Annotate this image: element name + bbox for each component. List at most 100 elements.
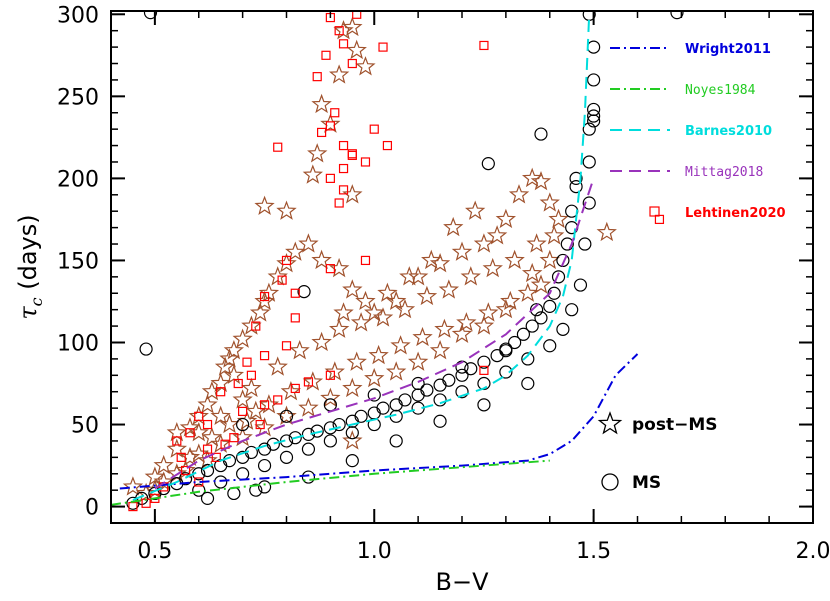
square-point: [202, 419, 213, 430]
circle-point: [481, 157, 495, 171]
legend-label-wright2011: Wright2011: [685, 42, 771, 57]
y-tick-label: 200: [57, 167, 99, 192]
square-point: [281, 341, 292, 351]
star-point: [179, 446, 201, 466]
star-point: [364, 302, 385, 322]
circle-point: [433, 378, 447, 392]
star-point: [311, 249, 332, 270]
circle-point: [236, 467, 250, 481]
legend: Wright2011 Noyes1984 Barnes2010 Mittag2018 L…: [597, 42, 786, 493]
square-point: [233, 378, 243, 389]
x-tick-label: 1.5: [576, 539, 611, 564]
star-point: [385, 361, 407, 381]
circle-point: [433, 414, 447, 428]
line-barnes2010: [132, 14, 591, 501]
star-point: [473, 233, 495, 253]
star-point: [320, 387, 341, 407]
circle-point: [139, 342, 153, 356]
circle-point: [490, 349, 504, 363]
square-point: [325, 121, 335, 131]
circle-point: [534, 127, 548, 141]
y-axis-title: τc (days): [14, 214, 46, 319]
square-point: [378, 42, 388, 52]
square-point: [251, 321, 261, 331]
star-point: [254, 195, 275, 215]
star-point: [521, 167, 543, 188]
star-point: [298, 397, 319, 417]
star-point: [478, 302, 499, 322]
square-point: [303, 377, 314, 387]
legend-label-lehtinen2020: Lehtinen2020: [685, 206, 786, 221]
star-point: [539, 192, 560, 212]
star-point: [254, 417, 275, 437]
star-point: [179, 417, 201, 437]
circle-point: [582, 196, 596, 210]
circle-point: [543, 339, 557, 353]
legend-label-noyes1984: Noyes1984: [685, 83, 756, 98]
star-point: [280, 380, 301, 401]
y-tick-label: 300: [57, 3, 99, 28]
square-point: [273, 142, 283, 152]
star-point: [219, 413, 240, 434]
circle-point: [288, 431, 302, 445]
circle-point: [200, 463, 215, 478]
square-point: [229, 433, 239, 443]
square-point: [277, 275, 287, 285]
legend-post-ms-label: post−MS: [632, 415, 718, 435]
y-tick-label: 100: [57, 331, 99, 356]
star-point: [232, 389, 253, 409]
circle-point: [222, 454, 237, 468]
star-point: [416, 285, 438, 306]
circle-point: [389, 434, 403, 448]
legend-label-barnes2010: Barnes2010: [685, 124, 772, 139]
star-point: [451, 323, 473, 343]
square-point: [338, 163, 349, 174]
circle-point: [257, 458, 272, 473]
circle-point: [556, 253, 570, 268]
circle-point: [516, 327, 531, 341]
square-point: [325, 264, 335, 274]
series-lehtinen2020: [128, 11, 665, 512]
circle-point: [556, 322, 570, 336]
star-point: [342, 16, 363, 37]
star-point: [311, 331, 332, 352]
square-point: [338, 140, 349, 151]
star-point: [504, 249, 525, 270]
circle-point: [587, 109, 601, 123]
star-point: [232, 328, 253, 348]
star-point: [355, 56, 376, 76]
legend-square-swatch: [649, 206, 660, 217]
star-point: [408, 351, 429, 371]
star-point: [434, 318, 455, 338]
square-point: [180, 465, 191, 476]
star-point: [289, 340, 310, 360]
star-point: [438, 279, 460, 299]
circle-point: [376, 401, 390, 415]
circle-point: [236, 417, 250, 432]
star-point: [342, 184, 363, 204]
star-point: [342, 279, 363, 299]
star-point: [539, 249, 560, 270]
square-point: [202, 444, 213, 454]
star-point: [521, 262, 543, 283]
square-point: [479, 40, 489, 51]
circle-point: [464, 362, 478, 376]
star-point: [500, 290, 521, 311]
star-point: [596, 221, 617, 242]
star-point: [276, 200, 297, 220]
circle-point: [521, 352, 535, 366]
legend-label-mittag2018: Mittag2018: [685, 165, 763, 180]
circle-point: [578, 237, 592, 251]
square-point: [330, 108, 340, 118]
circle-point: [521, 376, 535, 391]
circle-point: [411, 376, 425, 391]
star-point: [197, 394, 218, 414]
star-point: [473, 315, 495, 335]
square-point: [334, 26, 344, 36]
star-point: [399, 266, 420, 286]
star-point: [267, 356, 288, 376]
circle-point: [323, 434, 337, 448]
star-point: [223, 340, 244, 360]
circle-point: [279, 409, 294, 423]
circle-point: [214, 475, 228, 489]
